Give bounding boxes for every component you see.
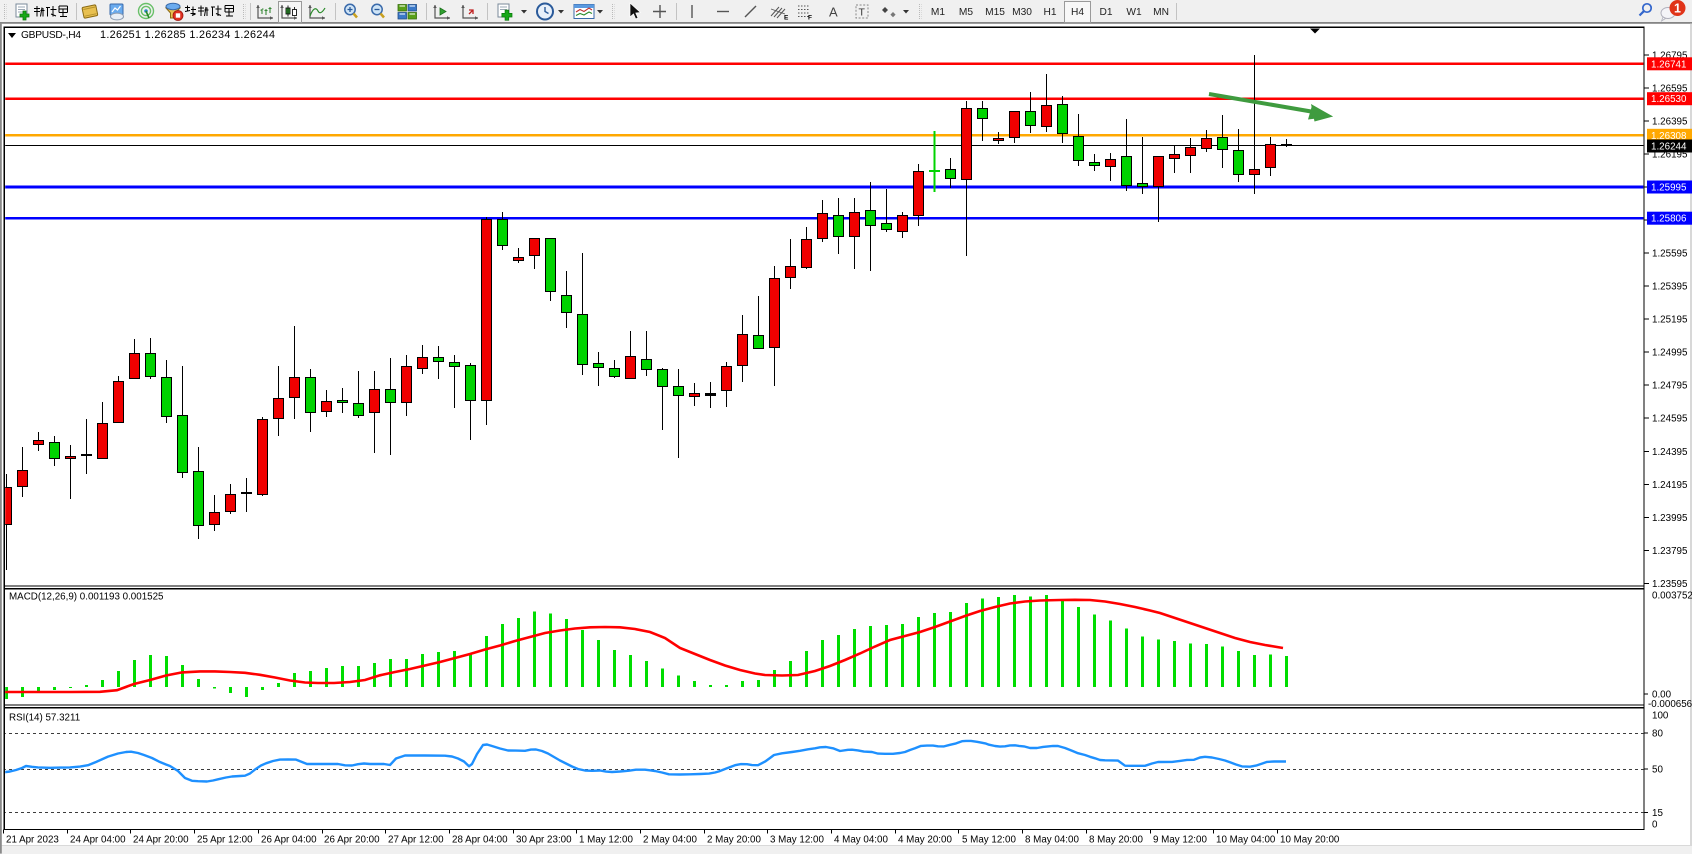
svg-text:1.23795: 1.23795 xyxy=(1652,546,1688,557)
svg-text:1: 1 xyxy=(1674,2,1681,16)
svg-text:10 May 04:00: 10 May 04:00 xyxy=(1216,835,1276,846)
svg-text:1.23995: 1.23995 xyxy=(1652,513,1688,524)
svg-text:80: 80 xyxy=(1652,729,1663,740)
svg-text:25 Apr 12:00: 25 Apr 12:00 xyxy=(197,835,253,846)
svg-text:1.24195: 1.24195 xyxy=(1652,480,1688,491)
svg-text:9 May 12:00: 9 May 12:00 xyxy=(1153,835,1207,846)
svg-text:1.26595: 1.26595 xyxy=(1652,83,1688,94)
svg-text:MN: MN xyxy=(1153,7,1169,18)
svg-text:M30: M30 xyxy=(1012,7,1032,18)
svg-text:1.26251 1.26285 1.26234 1.2624: 1.26251 1.26285 1.26234 1.26244 xyxy=(100,29,275,41)
svg-text:3 May 12:00: 3 May 12:00 xyxy=(770,835,824,846)
svg-text:1.24795: 1.24795 xyxy=(1652,381,1688,392)
svg-text:F: F xyxy=(808,15,812,22)
svg-text:8 May 04:00: 8 May 04:00 xyxy=(1025,835,1079,846)
svg-text:1.26244: 1.26244 xyxy=(1651,142,1687,153)
svg-text:M1: M1 xyxy=(931,7,945,18)
svg-text:100: 100 xyxy=(1652,711,1669,722)
svg-text:1.25195: 1.25195 xyxy=(1652,315,1688,326)
svg-text:1.24595: 1.24595 xyxy=(1652,414,1688,425)
svg-text:0: 0 xyxy=(1652,820,1658,831)
svg-text:1.25806: 1.25806 xyxy=(1651,214,1687,225)
svg-text:26 Apr 04:00: 26 Apr 04:00 xyxy=(261,835,317,846)
svg-text:0.00: 0.00 xyxy=(1652,690,1672,701)
svg-text:24 Apr 20:00: 24 Apr 20:00 xyxy=(133,835,189,846)
svg-text:H1: H1 xyxy=(1043,7,1056,18)
svg-text:M5: M5 xyxy=(959,7,973,18)
svg-text:GBPUSD-,H4: GBPUSD-,H4 xyxy=(21,30,81,41)
svg-text:1.24395: 1.24395 xyxy=(1652,447,1688,458)
svg-text:-0.000656: -0.000656 xyxy=(1648,699,1692,710)
svg-text:1 May 12:00: 1 May 12:00 xyxy=(579,835,633,846)
svg-text:1.26741: 1.26741 xyxy=(1651,59,1686,70)
svg-text:D1: D1 xyxy=(1099,7,1112,18)
svg-text:4 May 20:00: 4 May 20:00 xyxy=(898,835,952,846)
svg-text:24 Apr 04:00: 24 Apr 04:00 xyxy=(70,835,126,846)
svg-text:M15: M15 xyxy=(985,7,1005,18)
svg-text:26 Apr 20:00: 26 Apr 20:00 xyxy=(324,835,380,846)
svg-text:MACD(12,26,9) 0.001193 0.00152: MACD(12,26,9) 0.001193 0.001525 xyxy=(9,592,164,603)
svg-text:RSI(14) 57.3211: RSI(14) 57.3211 xyxy=(9,713,80,724)
svg-text:0.003752: 0.003752 xyxy=(1652,591,1692,602)
svg-text:1.25995: 1.25995 xyxy=(1651,183,1687,194)
svg-text:10 May 20:00: 10 May 20:00 xyxy=(1280,835,1340,846)
svg-text:2 May 20:00: 2 May 20:00 xyxy=(707,835,761,846)
svg-text:15: 15 xyxy=(1652,808,1663,819)
svg-text:8 May 20:00: 8 May 20:00 xyxy=(1089,835,1143,846)
svg-text:21 Apr 2023: 21 Apr 2023 xyxy=(6,835,59,846)
svg-text:50: 50 xyxy=(1652,765,1663,776)
svg-text:4 May 04:00: 4 May 04:00 xyxy=(834,835,888,846)
svg-text:1.26195: 1.26195 xyxy=(1652,150,1688,161)
svg-text:1.23595: 1.23595 xyxy=(1652,579,1688,590)
svg-text:27 Apr 12:00: 27 Apr 12:00 xyxy=(388,835,444,846)
svg-text:30 Apr 23:00: 30 Apr 23:00 xyxy=(516,835,572,846)
svg-text:1.25395: 1.25395 xyxy=(1652,282,1688,293)
svg-text:E: E xyxy=(784,15,789,22)
svg-text:A: A xyxy=(829,5,838,20)
svg-text:5 May 12:00: 5 May 12:00 xyxy=(962,835,1016,846)
svg-text:1.26395: 1.26395 xyxy=(1652,117,1688,128)
svg-text:1.26308: 1.26308 xyxy=(1651,131,1687,142)
svg-text:1.26795: 1.26795 xyxy=(1652,50,1688,61)
svg-text:1.25595: 1.25595 xyxy=(1652,249,1688,260)
svg-text:H4: H4 xyxy=(1071,7,1084,18)
svg-text:W1: W1 xyxy=(1126,7,1142,18)
svg-text:1.26530: 1.26530 xyxy=(1651,94,1687,105)
svg-text:2 May 04:00: 2 May 04:00 xyxy=(643,835,697,846)
svg-text:T: T xyxy=(859,7,866,19)
svg-text:1.24995: 1.24995 xyxy=(1652,348,1688,359)
svg-text:28 Apr 04:00: 28 Apr 04:00 xyxy=(452,835,508,846)
